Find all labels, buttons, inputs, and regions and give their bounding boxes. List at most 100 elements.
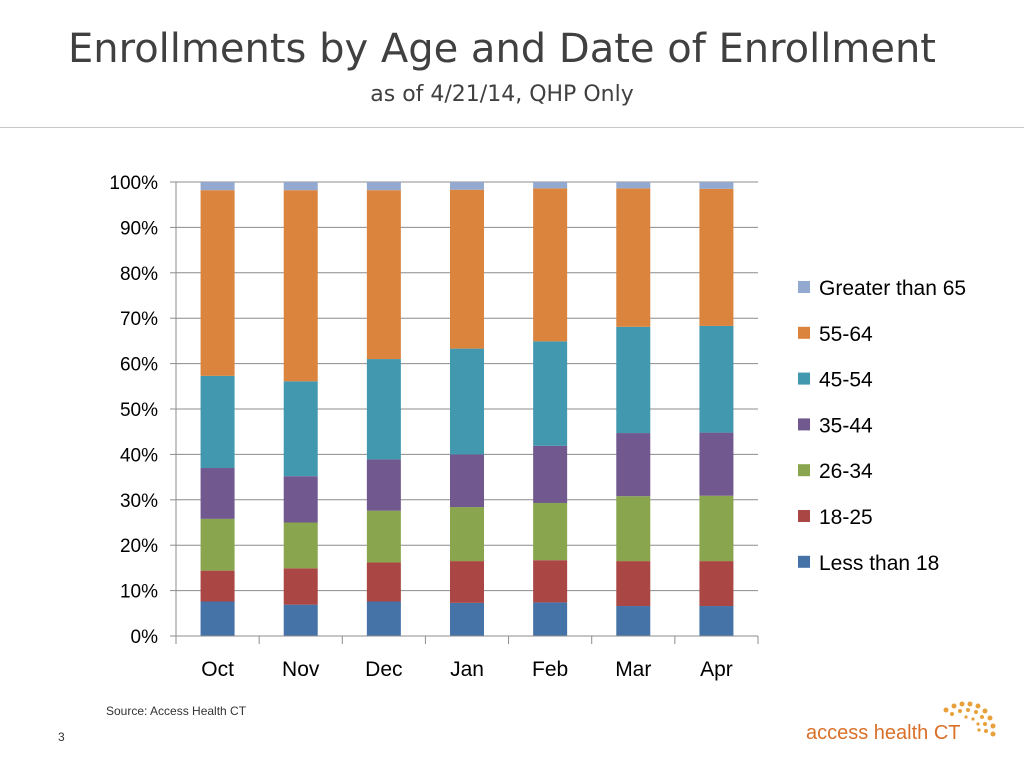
bar-stack-apr [699, 182, 734, 636]
bar-segment [450, 454, 484, 508]
bar-segment [366, 182, 401, 191]
bar-segment [533, 445, 568, 503]
legend-swatch [798, 510, 810, 522]
legend-item: 18-25 [798, 506, 873, 529]
legend-label: Greater than 65 [819, 277, 966, 300]
bar-segment [200, 570, 235, 602]
bar-segment [616, 606, 651, 636]
bar-segment [200, 375, 235, 469]
bar-segment [200, 601, 235, 636]
logo-text: access health CT [806, 722, 961, 744]
bar-segment [450, 561, 484, 603]
legend-label: 18-25 [819, 506, 873, 529]
y-tick-label: 80% [120, 264, 158, 285]
bar-segment [616, 182, 651, 189]
legend-label: Less than 18 [819, 552, 939, 575]
legend-label: 55-64 [819, 323, 873, 346]
bar-segment [616, 188, 651, 327]
bar-segment [450, 348, 484, 455]
bar-segment [283, 568, 318, 605]
slide-number: 3 [58, 730, 65, 744]
bar-segment [450, 602, 484, 636]
bar-segment [450, 182, 484, 190]
x-tick-label: Apr [700, 658, 733, 681]
sun-dots-icon [943, 701, 996, 737]
legend-item: 26-34 [798, 460, 873, 483]
x-tick-label: Oct [201, 658, 234, 681]
bar-segment [616, 326, 651, 434]
y-tick-label: 40% [120, 445, 158, 466]
bar-segment [616, 561, 651, 607]
bar-stack-mar [616, 182, 651, 636]
legend-item: 45-54 [798, 369, 873, 392]
stacked-bar-chart: 0% 10% 20% 30% 40% 50% 60% 70% 80% 90% 100% Oct Nov… [109, 173, 966, 681]
legend-item: 35-44 [798, 414, 873, 437]
legend-item: Greater than 65 [798, 277, 966, 300]
legend-item: 55-64 [798, 323, 873, 346]
bar-stack-jan [450, 182, 484, 636]
chart-legend: Greater than 65 55-64 45-54 35-44 26-34 18-25… [798, 277, 966, 575]
bar-segment [616, 496, 651, 562]
legend-swatch [798, 464, 810, 477]
legend-swatch [798, 418, 810, 431]
bar-stack-oct [200, 182, 235, 636]
bar-segment [283, 381, 318, 477]
bar-segment [366, 562, 401, 602]
bar-segment [533, 560, 568, 603]
x-tick-label: Jan [450, 658, 484, 681]
x-tick-label: Dec [365, 658, 402, 681]
bar-stack-dec [366, 182, 401, 636]
bar-segment [366, 510, 401, 563]
bar-segment [533, 502, 568, 561]
bar-segment [699, 606, 734, 636]
bar-segment [283, 476, 318, 523]
x-tick-label: Feb [532, 658, 568, 681]
y-tick-label: 0% [131, 627, 159, 648]
source-note: Source: Access Health CT [106, 704, 247, 718]
bar-segment [450, 507, 484, 562]
legend-swatch [798, 326, 810, 339]
legend-label: 35-44 [819, 414, 873, 437]
bar-segment [699, 188, 734, 326]
title-divider [0, 127, 1024, 128]
bar-segment [450, 189, 484, 349]
y-axis-tick-labels: 0% 10% 20% 30% 40% 50% 60% 70% 80% 90% 100% [109, 173, 158, 648]
bar-segment [533, 188, 568, 342]
y-tick-label: 10% [120, 582, 158, 603]
access-health-ct-logo: access health CT [806, 700, 1006, 748]
bar-stack-feb [533, 182, 568, 636]
bar-segment [533, 341, 568, 446]
bar-segment [366, 459, 401, 511]
bar-segment [283, 190, 318, 382]
y-tick-label: 100% [109, 173, 158, 194]
bar-segment [366, 601, 401, 636]
chart-axes [175, 182, 759, 644]
legend-label: 45-54 [819, 369, 873, 392]
slide-title: Enrollments by Age and Date of Enrollmen… [68, 26, 936, 72]
legend-item: Less than 18 [798, 552, 939, 575]
bar-segment [533, 602, 568, 636]
bar-segment [283, 522, 318, 569]
legend-swatch [798, 372, 810, 385]
bar-segment [283, 182, 318, 191]
bar-segment [366, 359, 401, 460]
bar-segment [699, 182, 734, 189]
bar-segment [533, 182, 568, 189]
bar-segment [699, 432, 734, 496]
bar-segment [200, 190, 235, 376]
y-tick-label: 30% [120, 491, 158, 512]
bar-segment [283, 604, 318, 636]
y-tick-label: 20% [120, 536, 158, 557]
bar-segment [200, 182, 235, 191]
legend-swatch [798, 555, 810, 568]
bar-segment [699, 561, 734, 607]
y-tick-label: 90% [120, 218, 158, 239]
bar-segment [200, 518, 235, 571]
x-tick-label: Mar [615, 658, 651, 681]
legend-label: 26-34 [819, 460, 873, 483]
bar-segment [699, 495, 734, 562]
chart-bars [200, 182, 734, 636]
x-axis-tick-labels: Oct Nov Dec Jan Feb Mar Apr [201, 658, 733, 681]
slide-subtitle: as of 4/21/14, QHP Only [370, 82, 634, 107]
y-tick-label: 50% [120, 400, 158, 421]
